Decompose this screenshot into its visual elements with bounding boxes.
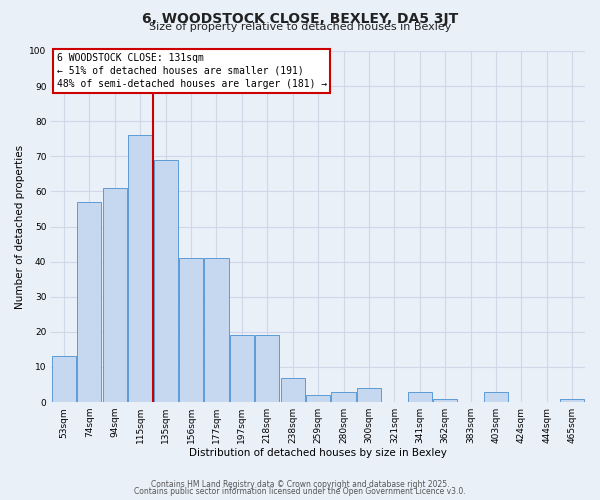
Bar	[281, 378, 305, 402]
Bar	[306, 395, 330, 402]
Bar	[255, 336, 280, 402]
Bar	[433, 398, 457, 402]
Y-axis label: Number of detached properties: Number of detached properties	[15, 144, 25, 308]
Bar	[484, 392, 508, 402]
Text: 6 WOODSTOCK CLOSE: 131sqm
← 51% of detached houses are smaller (191)
48% of semi: 6 WOODSTOCK CLOSE: 131sqm ← 51% of detac…	[56, 53, 327, 89]
Bar	[103, 188, 127, 402]
Bar	[560, 398, 584, 402]
Text: Contains HM Land Registry data © Crown copyright and database right 2025.: Contains HM Land Registry data © Crown c…	[151, 480, 449, 489]
Text: Size of property relative to detached houses in Bexley: Size of property relative to detached ho…	[149, 22, 451, 32]
Text: Contains public sector information licensed under the Open Government Licence v3: Contains public sector information licen…	[134, 487, 466, 496]
X-axis label: Distribution of detached houses by size in Bexley: Distribution of detached houses by size …	[189, 448, 447, 458]
Bar	[77, 202, 101, 402]
Bar	[154, 160, 178, 402]
Bar	[331, 392, 356, 402]
Bar	[205, 258, 229, 402]
Bar	[408, 392, 432, 402]
Bar	[230, 336, 254, 402]
Text: 6, WOODSTOCK CLOSE, BEXLEY, DA5 3JT: 6, WOODSTOCK CLOSE, BEXLEY, DA5 3JT	[142, 12, 458, 26]
Bar	[52, 356, 76, 402]
Bar	[179, 258, 203, 402]
Bar	[357, 388, 381, 402]
Bar	[128, 136, 152, 402]
